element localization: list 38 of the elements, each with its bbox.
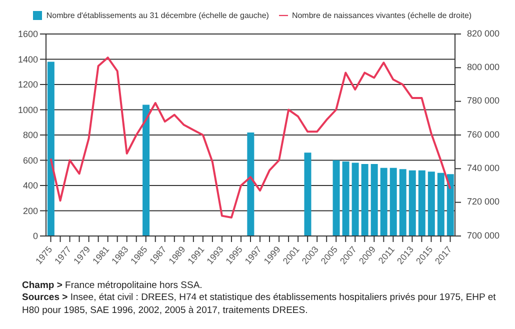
y-tick-label: 800 xyxy=(22,130,38,140)
y2-tick-label: 800 000 xyxy=(467,62,500,72)
bar xyxy=(446,174,454,236)
y2-tick-label: 760 000 xyxy=(467,129,500,140)
bar xyxy=(304,152,312,236)
legend-label: Nombre de naissances vivantes (échelle de droite) xyxy=(292,11,472,20)
y-tick-label: 600 xyxy=(22,155,38,166)
bar xyxy=(247,132,254,236)
source-note: Sources > Insee, état civil : DREES, H74 et statistique des établissements hospitaliers privés pour 1975, EHP et H80 pour 1985, SAE 1996, 2002, 2005 à 2017, traitements DREES. xyxy=(22,292,497,318)
y2-tick-label: 780 000 xyxy=(467,96,500,106)
y-tick-label: 1000 xyxy=(18,104,38,115)
bar xyxy=(399,169,406,236)
y2-tick-label: 720 000 xyxy=(467,196,500,207)
y-tick-label: 1600 xyxy=(18,29,38,40)
bar xyxy=(408,170,416,236)
bar xyxy=(390,168,397,236)
bar xyxy=(428,172,435,236)
bar xyxy=(380,168,388,236)
y2-tick-label: 820 000 xyxy=(467,28,500,38)
y-tick-label: 1200 xyxy=(18,80,38,90)
bar xyxy=(361,164,368,236)
y-tick-label: 1400 xyxy=(18,54,38,64)
y-tick-label: 0 xyxy=(32,231,38,242)
bar xyxy=(142,104,150,236)
bar xyxy=(437,172,444,236)
bar xyxy=(332,160,340,236)
y-tick-label: 400 xyxy=(22,180,38,191)
y2-tick-label: 740 000 xyxy=(467,163,500,174)
bar xyxy=(352,162,359,236)
bar xyxy=(370,164,378,236)
text: Champ > France métropolitaine hors SSA. xyxy=(22,280,204,292)
legend-label: Nombre d'établissements au 31 décembre (échelle de gauche) xyxy=(46,11,269,20)
bar xyxy=(418,170,426,236)
bar xyxy=(47,62,54,236)
line-series xyxy=(50,56,452,218)
y-tick-label: 200 xyxy=(22,206,38,216)
bar xyxy=(342,162,350,236)
y2-tick-label: 700 000 xyxy=(467,230,500,240)
